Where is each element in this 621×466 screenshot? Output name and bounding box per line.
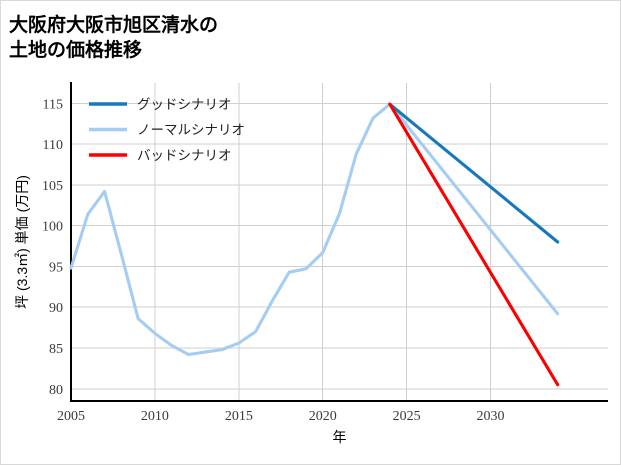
legend-label: ノーマルシナリオ: [137, 123, 245, 138]
x-tick-label: 2030: [477, 409, 505, 424]
legend-label: バッドシナリオ: [137, 148, 232, 163]
legend-label: グッドシナリオ: [137, 97, 232, 112]
plot-spines: [69, 82, 608, 403]
y-tick-label: 85: [49, 342, 63, 357]
y-tick-label: 100: [42, 220, 63, 235]
gridlines: [70, 83, 608, 401]
x-tick-label: 2005: [57, 409, 85, 424]
y-tick-label: 95: [49, 260, 63, 275]
y-axis-title: 坪 (3.3㎡) 単価 (万円): [14, 175, 30, 309]
y-tick-labels: 80 85 90 95 100 105 110 115: [42, 97, 63, 397]
x-tick-labels: 2005 2010 2015 2020 2025 2030: [57, 409, 505, 424]
x-tick-label: 2015: [225, 409, 253, 424]
y-tick-label: 90: [49, 301, 63, 316]
x-tick-label: 2020: [309, 409, 337, 424]
data-series: [69, 102, 560, 387]
y-tick-label: 105: [42, 179, 63, 194]
axis-titles: 年 坪 (3.3㎡) 単価 (万円): [14, 175, 347, 445]
series-line: [388, 102, 560, 244]
series-line: [388, 102, 560, 387]
page-title: 大阪府大阪市旭区清水の 土地の価格推移: [9, 15, 219, 61]
y-tick-label: 115: [43, 97, 63, 112]
y-tick-label: 110: [43, 138, 63, 153]
y-tick-label: 80: [49, 383, 63, 398]
x-tick-label: 2010: [141, 409, 169, 424]
series-line: [69, 102, 560, 357]
x-tick-label: 2025: [393, 409, 421, 424]
x-axis-title: 年: [333, 429, 347, 445]
